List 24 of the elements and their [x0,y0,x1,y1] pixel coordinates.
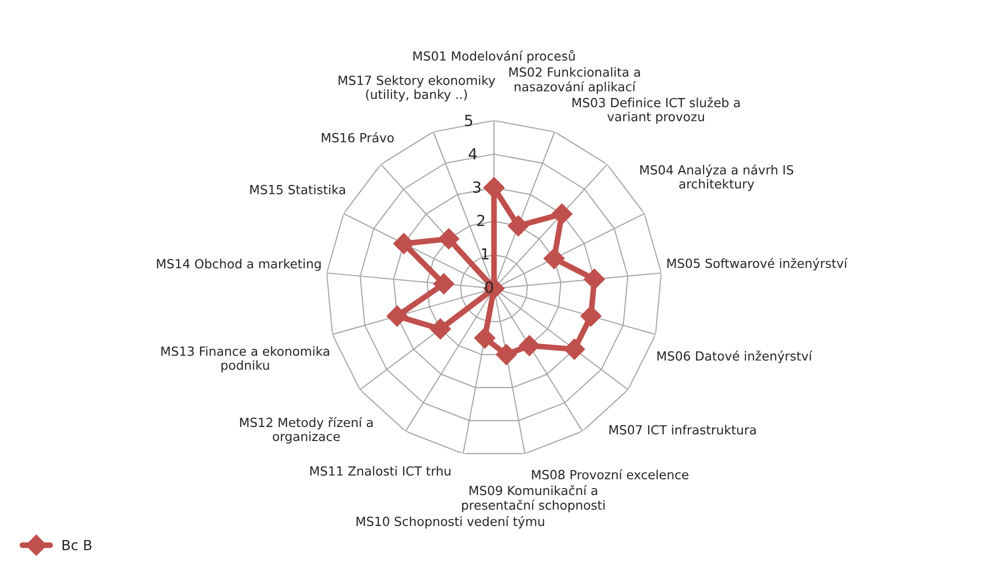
spoke-label: MS11 Znalosti ICT trhu [310,466,450,476]
y-tick-label: 5 [464,114,472,126]
spoke-label: MS08 Provozní excelence [532,469,688,480]
y-tick-label: 3 [473,181,480,193]
spoke-label: MS07 ICT infrastruktura [610,424,756,435]
y-tick-label: 4 [468,148,477,160]
y-tick-label: 0 [485,281,493,293]
spoke-label: MS05 Softwarové inženýrství [667,258,848,270]
y-tick-label: 1 [482,248,488,260]
spoke-label: MS02 Funkcionalita a nasazování aplikací [509,67,640,94]
spoke-label: MS09 Komunikační a presentační schopnosti [462,485,605,512]
spoke-label: MS06 Datové inženýrství [657,350,812,364]
legend-label: Bc B [62,540,92,550]
spoke-label: MS16 Právo [322,132,394,142]
spoke-label: MS04 Analýza a návrh IS architektury [640,164,794,191]
spoke-label: MS17 Sektory ekonomiky (utility, banky ..) [338,75,496,102]
y-tick-label: 2 [477,214,484,226]
spoke-label: MS10 Schopnosti vedení týmu [356,516,544,529]
spoke-label: MS14 Obchod a marketing [156,258,321,271]
spoke-label: MS12 Metody řízení a organizace [240,416,373,444]
spoke-label: MS13 Finance a ekonomika podniku [161,346,330,372]
spoke-label: MS01 Modelování procesů [413,50,575,64]
spoke-label: MS15 Statistika [250,184,345,194]
spoke-label: MS03 Definice ICT služeb a variant provozu [572,97,740,124]
